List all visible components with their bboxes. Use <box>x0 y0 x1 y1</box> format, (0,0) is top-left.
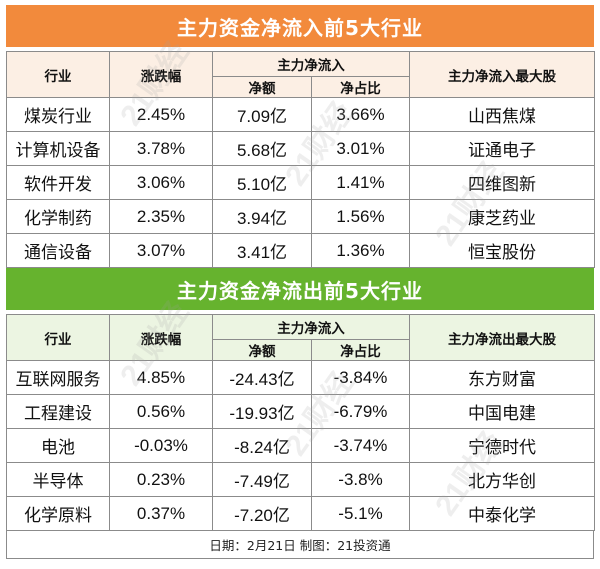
change-cell: 3.06% <box>109 165 213 200</box>
amount-cell: -7.49亿 <box>212 462 312 497</box>
ratio-cell: -3.8% <box>311 462 410 497</box>
amount-cell: 3.41亿 <box>212 233 312 268</box>
ratio-cell: -3.74% <box>311 428 410 463</box>
footer-caption: 日期：2月21日 制图：21投资通 <box>6 531 594 559</box>
outflow-table: 行业 涨跌幅 主力净流入 主力净流出最大股 净额 净占比 互联网服务 4.85%… <box>6 314 595 531</box>
ratio-cell: 3.01% <box>311 131 410 166</box>
ratio-cell: 1.56% <box>311 199 410 234</box>
table-row: 煤炭行业 2.45% 7.09亿 3.66% 山西焦煤 <box>6 97 595 132</box>
amount-cell: -24.43亿 <box>212 360 312 395</box>
amount-cell: 5.10亿 <box>212 165 312 200</box>
inflow-header-industry: 行业 <box>6 51 110 98</box>
amount-cell: -7.20亿 <box>212 496 312 531</box>
footer-text: 日期：2月21日 制图：21投资通 <box>209 538 391 553</box>
stock-cell: 四维图新 <box>409 165 595 200</box>
table-row: 半导体 0.23% -7.49亿 -3.8% 北方华创 <box>6 462 595 497</box>
table-row: 电池 -0.03% -8.24亿 -3.74% 宁德时代 <box>6 428 595 463</box>
industry-cell: 半导体 <box>6 462 110 497</box>
amount-cell: -19.93亿 <box>212 394 312 429</box>
table-row: 互联网服务 4.85% -24.43亿 -3.84% 东方财富 <box>6 360 595 395</box>
stock-cell: 中国电建 <box>409 394 595 429</box>
table-row: 工程建设 0.56% -19.93亿 -6.79% 中国电建 <box>6 394 595 429</box>
inflow-title-banner: 主力资金净流入前5大行业 <box>6 5 594 47</box>
outflow-title: 主力资金净流出前5大行业 <box>177 278 423 303</box>
stock-cell: 中泰化学 <box>409 496 595 531</box>
stock-cell: 东方财富 <box>409 360 595 395</box>
outflow-title-banner: 主力资金净流出前5大行业 <box>6 268 594 310</box>
outflow-header-amount: 净额 <box>212 339 312 361</box>
ratio-cell: -5.1% <box>311 496 410 531</box>
stock-cell: 北方华创 <box>409 462 595 497</box>
ratio-cell: 1.36% <box>311 233 410 268</box>
industry-cell: 通信设备 <box>6 233 110 268</box>
outflow-header-row: 行业 涨跌幅 主力净流入 主力净流出最大股 <box>6 314 595 361</box>
outflow-header-ratio: 净占比 <box>311 339 410 361</box>
change-cell: 3.07% <box>109 233 213 268</box>
industry-cell: 计算机设备 <box>6 131 110 166</box>
stock-cell: 证通电子 <box>409 131 595 166</box>
ratio-cell: 1.41% <box>311 165 410 200</box>
table-row: 计算机设备 3.78% 5.68亿 3.01% 证通电子 <box>6 131 595 166</box>
change-cell: 0.37% <box>109 496 213 531</box>
outflow-header-top-stock: 主力净流出最大股 <box>409 314 595 361</box>
inflow-header-ratio: 净占比 <box>311 76 410 98</box>
inflow-header-top-stock: 主力净流入最大股 <box>409 51 595 98</box>
ratio-cell: -3.84% <box>311 360 410 395</box>
inflow-header-net-group: 主力净流入 <box>212 51 410 77</box>
stock-cell: 康芝药业 <box>409 199 595 234</box>
change-cell: 3.78% <box>109 131 213 166</box>
outflow-subheader-row: 净额 净占比 <box>7 339 595 361</box>
ratio-cell: 3.66% <box>311 97 410 132</box>
stock-cell: 恒宝股份 <box>409 233 595 268</box>
inflow-title: 主力资金净流入前5大行业 <box>177 15 423 40</box>
outflow-header-net-group: 主力净流入 <box>212 314 410 340</box>
stock-cell: 山西焦煤 <box>409 97 595 132</box>
ratio-cell: -6.79% <box>311 394 410 429</box>
outflow-header-industry: 行业 <box>6 314 110 361</box>
change-cell: 2.45% <box>109 97 213 132</box>
amount-cell: 7.09亿 <box>212 97 312 132</box>
stock-cell: 宁德时代 <box>409 428 595 463</box>
change-cell: 0.56% <box>109 394 213 429</box>
industry-cell: 互联网服务 <box>6 360 110 395</box>
table-row: 软件开发 3.06% 5.10亿 1.41% 四维图新 <box>6 165 595 200</box>
change-cell: 0.23% <box>109 462 213 497</box>
inflow-header-amount: 净额 <box>212 76 312 98</box>
amount-cell: 5.68亿 <box>212 131 312 166</box>
table-row: 化学制药 2.35% 3.94亿 1.56% 康芝药业 <box>6 199 595 234</box>
industry-cell: 电池 <box>6 428 110 463</box>
industry-cell: 煤炭行业 <box>6 97 110 132</box>
change-cell: -0.03% <box>109 428 213 463</box>
industry-cell: 化学原料 <box>6 496 110 531</box>
amount-cell: -8.24亿 <box>212 428 312 463</box>
inflow-header-row: 行业 涨跌幅 主力净流入 主力净流入最大股 <box>6 51 595 98</box>
industry-cell: 工程建设 <box>6 394 110 429</box>
table-row: 化学原料 0.37% -7.20亿 -5.1% 中泰化学 <box>6 496 595 531</box>
inflow-subheader-row: 净额 净占比 <box>7 76 595 98</box>
industry-cell: 软件开发 <box>6 165 110 200</box>
table-row: 通信设备 3.07% 3.41亿 1.36% 恒宝股份 <box>6 233 595 268</box>
change-cell: 4.85% <box>109 360 213 395</box>
amount-cell: 3.94亿 <box>212 199 312 234</box>
inflow-table: 行业 涨跌幅 主力净流入 主力净流入最大股 净额 净占比 煤炭行业 2.45% … <box>6 51 595 268</box>
change-cell: 2.35% <box>109 199 213 234</box>
industry-cell: 化学制药 <box>6 199 110 234</box>
outflow-header-change: 涨跌幅 <box>109 314 213 361</box>
inflow-header-change: 涨跌幅 <box>109 51 213 98</box>
